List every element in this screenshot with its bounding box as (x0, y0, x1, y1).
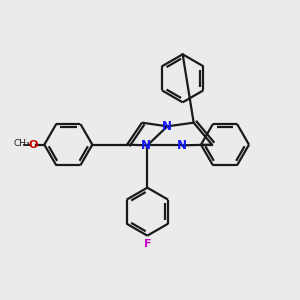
Text: N: N (162, 120, 172, 133)
Text: N: N (141, 139, 151, 152)
Text: F: F (144, 239, 151, 249)
Text: CH₃: CH₃ (13, 139, 30, 148)
Text: O: O (29, 140, 38, 150)
Text: N: N (177, 139, 187, 152)
